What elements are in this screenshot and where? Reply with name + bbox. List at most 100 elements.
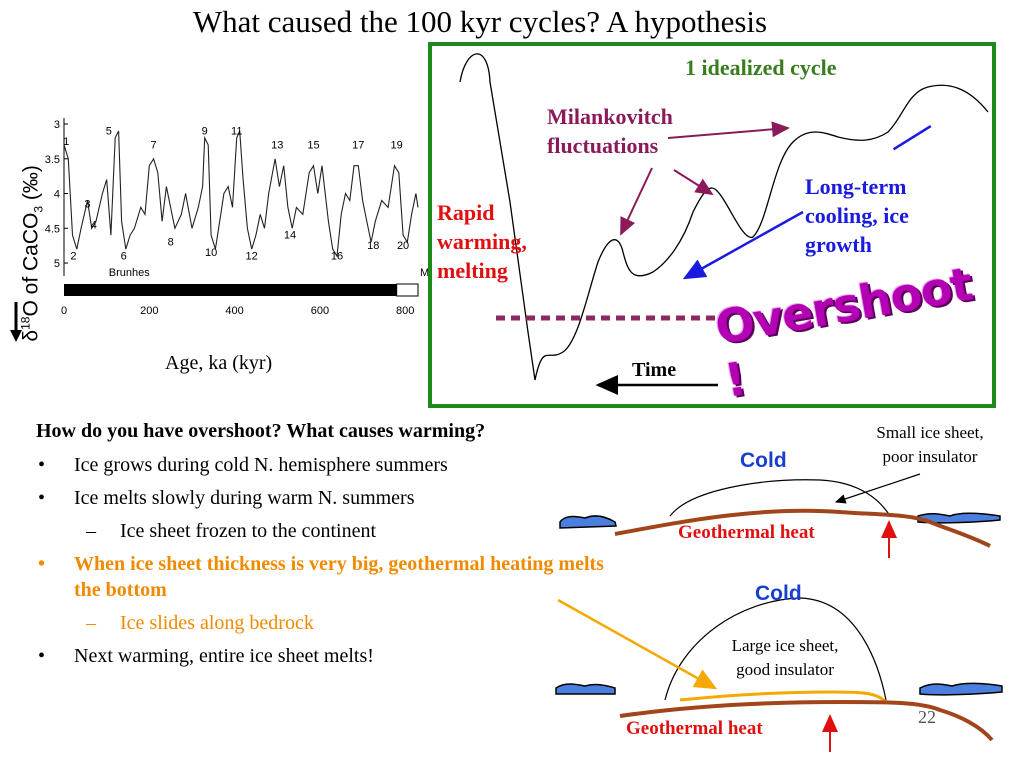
idealized-cycle-box: [428, 42, 996, 408]
bedrock-1: [614, 508, 991, 548]
small-ice-pointer: [834, 473, 921, 504]
small-ice-line-1: Small ice sheet,: [876, 423, 984, 442]
sub-bullet-marker: –: [86, 612, 96, 634]
y-direction-arrow: [10, 302, 22, 342]
geothermal-label-2: Geothermal heat: [626, 718, 763, 739]
large-ice-outline: [664, 597, 887, 701]
bullet-text: Ice grows during cold N. hemisphere summ…: [74, 454, 448, 476]
bullet-text: Ice melts slowly during warm N. summers: [74, 487, 415, 509]
stage-label: 18: [367, 240, 379, 252]
orange-pointer: [557, 598, 718, 690]
rapid-line-3: melting: [437, 258, 508, 283]
bullet-list: How do you have overshoot? What causes w…: [36, 420, 616, 676]
water-right-2: [919, 682, 1003, 696]
long-term-line: [892, 124, 932, 151]
idealized-cycle-diagram: [459, 53, 989, 395]
y-tick-label: 3.5: [45, 154, 60, 166]
stage-label: 6: [121, 251, 127, 263]
water-left-2: [555, 683, 616, 695]
cold-label-1: Cold: [740, 449, 787, 472]
stage-label: 2: [70, 251, 76, 263]
stage-label: 16: [331, 251, 343, 263]
y-tick-label: 4: [54, 189, 60, 201]
chart-x-label: Age, ka (kyr): [165, 352, 273, 374]
bullet-marker: •: [38, 454, 46, 476]
rapid-line-2: warming,: [437, 229, 527, 254]
ice-sheet-diagrams: [555, 473, 1003, 752]
stage-label: 8: [168, 237, 174, 249]
water-left-1: [559, 515, 617, 529]
stage-label: 12: [246, 251, 258, 263]
question-heading: How do you have overshoot? What causes w…: [36, 420, 486, 442]
x-tick-label: 800: [396, 305, 414, 317]
y-tick-label: 5: [54, 258, 60, 270]
x-tick-label: 600: [311, 305, 329, 317]
stage-label: 15: [307, 139, 319, 151]
x-tick-label: 200: [140, 305, 158, 317]
slide-title: What caused the 100 kyr cycles? A hypoth…: [192, 4, 768, 39]
milankovitch-line-2: fluctuations: [547, 133, 659, 158]
rapid-line-1: Rapid: [437, 200, 495, 225]
sub-bullet-text: Ice sheet frozen to the continent: [120, 520, 376, 542]
long-term-cooling-label: Long-term cooling, ice growth: [805, 172, 909, 259]
x-tick-label: 400: [225, 305, 243, 317]
bullet-marker: •: [38, 487, 46, 509]
bullet-item: • When ice sheet thickness is very big, g…: [36, 551, 616, 603]
bedrock-2: [619, 699, 994, 742]
bullet-marker: •: [38, 645, 46, 667]
small-ice-line-2: poor insulator: [882, 447, 978, 466]
x-tick-label: 0: [61, 305, 67, 317]
y-tick-label: 3: [54, 119, 60, 131]
bullet-text: When ice sheet thickness is very big, ge…: [74, 553, 604, 601]
matuyama-label: M: [420, 267, 429, 279]
bullet-item: • Ice melts slowly during warm N. summers: [36, 485, 616, 511]
longterm-line-1: Long-term: [805, 174, 907, 199]
large-ice-label: Large ice sheet, good insulator: [710, 634, 860, 682]
brunhes-label: Brunhes: [109, 267, 150, 279]
bullet-item: • Ice grows during cold N. hemisphere sum…: [36, 452, 616, 478]
stage-label: 5: [106, 125, 112, 137]
cycle-title: 1 idealized cycle: [685, 55, 837, 80]
stage-label: 1: [63, 136, 69, 148]
page-number: 22: [918, 707, 936, 727]
geothermal-label-1: Geothermal heat: [678, 522, 815, 543]
water-right-1: [917, 512, 1001, 524]
stage-label: 20: [397, 240, 409, 252]
longterm-line-3: growth: [805, 232, 872, 257]
large-ice-line-1: Large ice sheet,: [731, 636, 839, 655]
stage-label: 11: [231, 125, 242, 137]
cycle-curve: [459, 53, 989, 381]
matuyama-bar: [396, 283, 419, 297]
stage-label: 10: [205, 247, 217, 259]
melt-layer: [679, 690, 888, 704]
bullet-marker: •: [38, 553, 46, 575]
small-ice-outline: [669, 479, 891, 517]
d18o-series-line: [63, 130, 419, 258]
brunhes-bar: [64, 284, 397, 296]
stage-label: 7: [151, 139, 157, 151]
stage-label: 14: [284, 230, 296, 242]
sub-bullet-item: – Ice sheet frozen to the continent: [36, 518, 616, 544]
cold-label-2: Cold: [755, 582, 802, 605]
stage-label: 13: [271, 139, 283, 151]
stage-label: 4: [91, 219, 97, 231]
milankovitch-arrow-3: [673, 169, 714, 196]
large-ice-line-2: good insulator: [736, 660, 834, 679]
stage-label: 17: [352, 139, 364, 151]
y-tick-label: 4.5: [45, 223, 60, 235]
milankovitch-line-1: Milankovitch: [547, 104, 673, 129]
milankovitch-arrow-2: [620, 167, 653, 236]
rapid-warming-label: Rapid warming, melting: [437, 198, 527, 285]
sub-bullet-marker: –: [86, 520, 96, 542]
sub-bullet-item: – Ice slides along bedrock: [36, 610, 616, 636]
stage-label: 9: [202, 125, 208, 137]
sub-bullet-text: Ice slides along bedrock: [120, 612, 314, 634]
stage-label: 3: [84, 198, 90, 210]
stage-label: 19: [391, 139, 403, 151]
long-term-arrow: [682, 210, 804, 280]
bullet-item: • Next warming, entire ice sheet melts!: [36, 643, 616, 669]
bullet-text: Next warming, entire ice sheet melts!: [74, 645, 374, 667]
longterm-line-2: cooling, ice: [805, 203, 909, 228]
d18o-chart: 33.544.551234567891011121314151617181920…: [45, 118, 429, 317]
small-ice-label: Small ice sheet, poor insulator: [855, 421, 1005, 469]
